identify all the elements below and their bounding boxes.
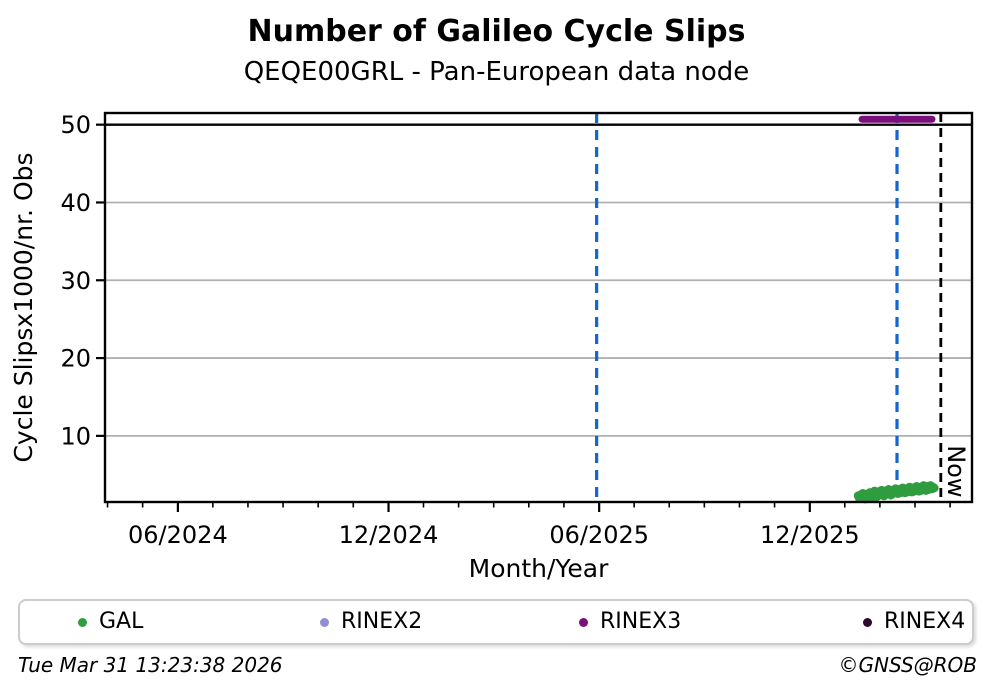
now-annotation: Now: [942, 445, 970, 497]
legend-label: RINEX3: [600, 609, 682, 634]
legend-label: RINEX4: [884, 609, 966, 634]
x-tick-label: 12/2025: [760, 521, 860, 549]
legend-label: RINEX2: [341, 609, 423, 634]
rinex4-marker-icon: [863, 617, 872, 627]
legend-label: GAL: [99, 609, 144, 634]
y-tick-label: 30: [60, 267, 91, 295]
rinex2-marker-icon: [320, 617, 329, 627]
x-tick-label: 06/2024: [128, 521, 228, 549]
data-point-gal: [929, 483, 939, 493]
x-tick-label: 06/2025: [549, 521, 649, 549]
y-tick-label: 40: [60, 189, 91, 217]
copyright-credit: ©GNSS@ROB: [838, 653, 978, 677]
legend-item-rinex2: RINEX2: [320, 601, 422, 643]
rinex3-marker-icon: [579, 617, 588, 627]
chart-title: Number of Galileo Cycle Slips: [247, 14, 746, 49]
generation-timestamp: Tue Mar 31 13:23:38 2026: [18, 653, 283, 677]
y-tick-label: 20: [60, 345, 91, 373]
footer: Tue Mar 31 13:23:38 2026 ©GNSS@ROB: [0, 653, 993, 683]
y-tick-label: 50: [60, 111, 91, 139]
chart-subtitle: QEQE00GRL - Pan-European data node: [243, 57, 750, 87]
y-tick-label: 10: [60, 422, 91, 450]
legend: GAL RINEX2 RINEX3 RINEX4: [18, 599, 974, 645]
plot-area: 06/2024 12/2024 06/2025 12/2025 10 20 30 40 50 Mo…: [9, 111, 974, 583]
legend-item-gal: GAL: [78, 601, 143, 643]
y-axis-label: Cycle Slipsx1000/nr. Obs: [9, 152, 38, 462]
x-tick-label: 12/2024: [339, 521, 439, 549]
legend-item-rinex4: RINEX4: [863, 601, 965, 643]
gal-marker-icon: [78, 617, 87, 627]
plot-border: [103, 111, 974, 504]
x-axis-label: Month/Year: [469, 554, 609, 583]
legend-item-rinex3: RINEX3: [579, 601, 681, 643]
